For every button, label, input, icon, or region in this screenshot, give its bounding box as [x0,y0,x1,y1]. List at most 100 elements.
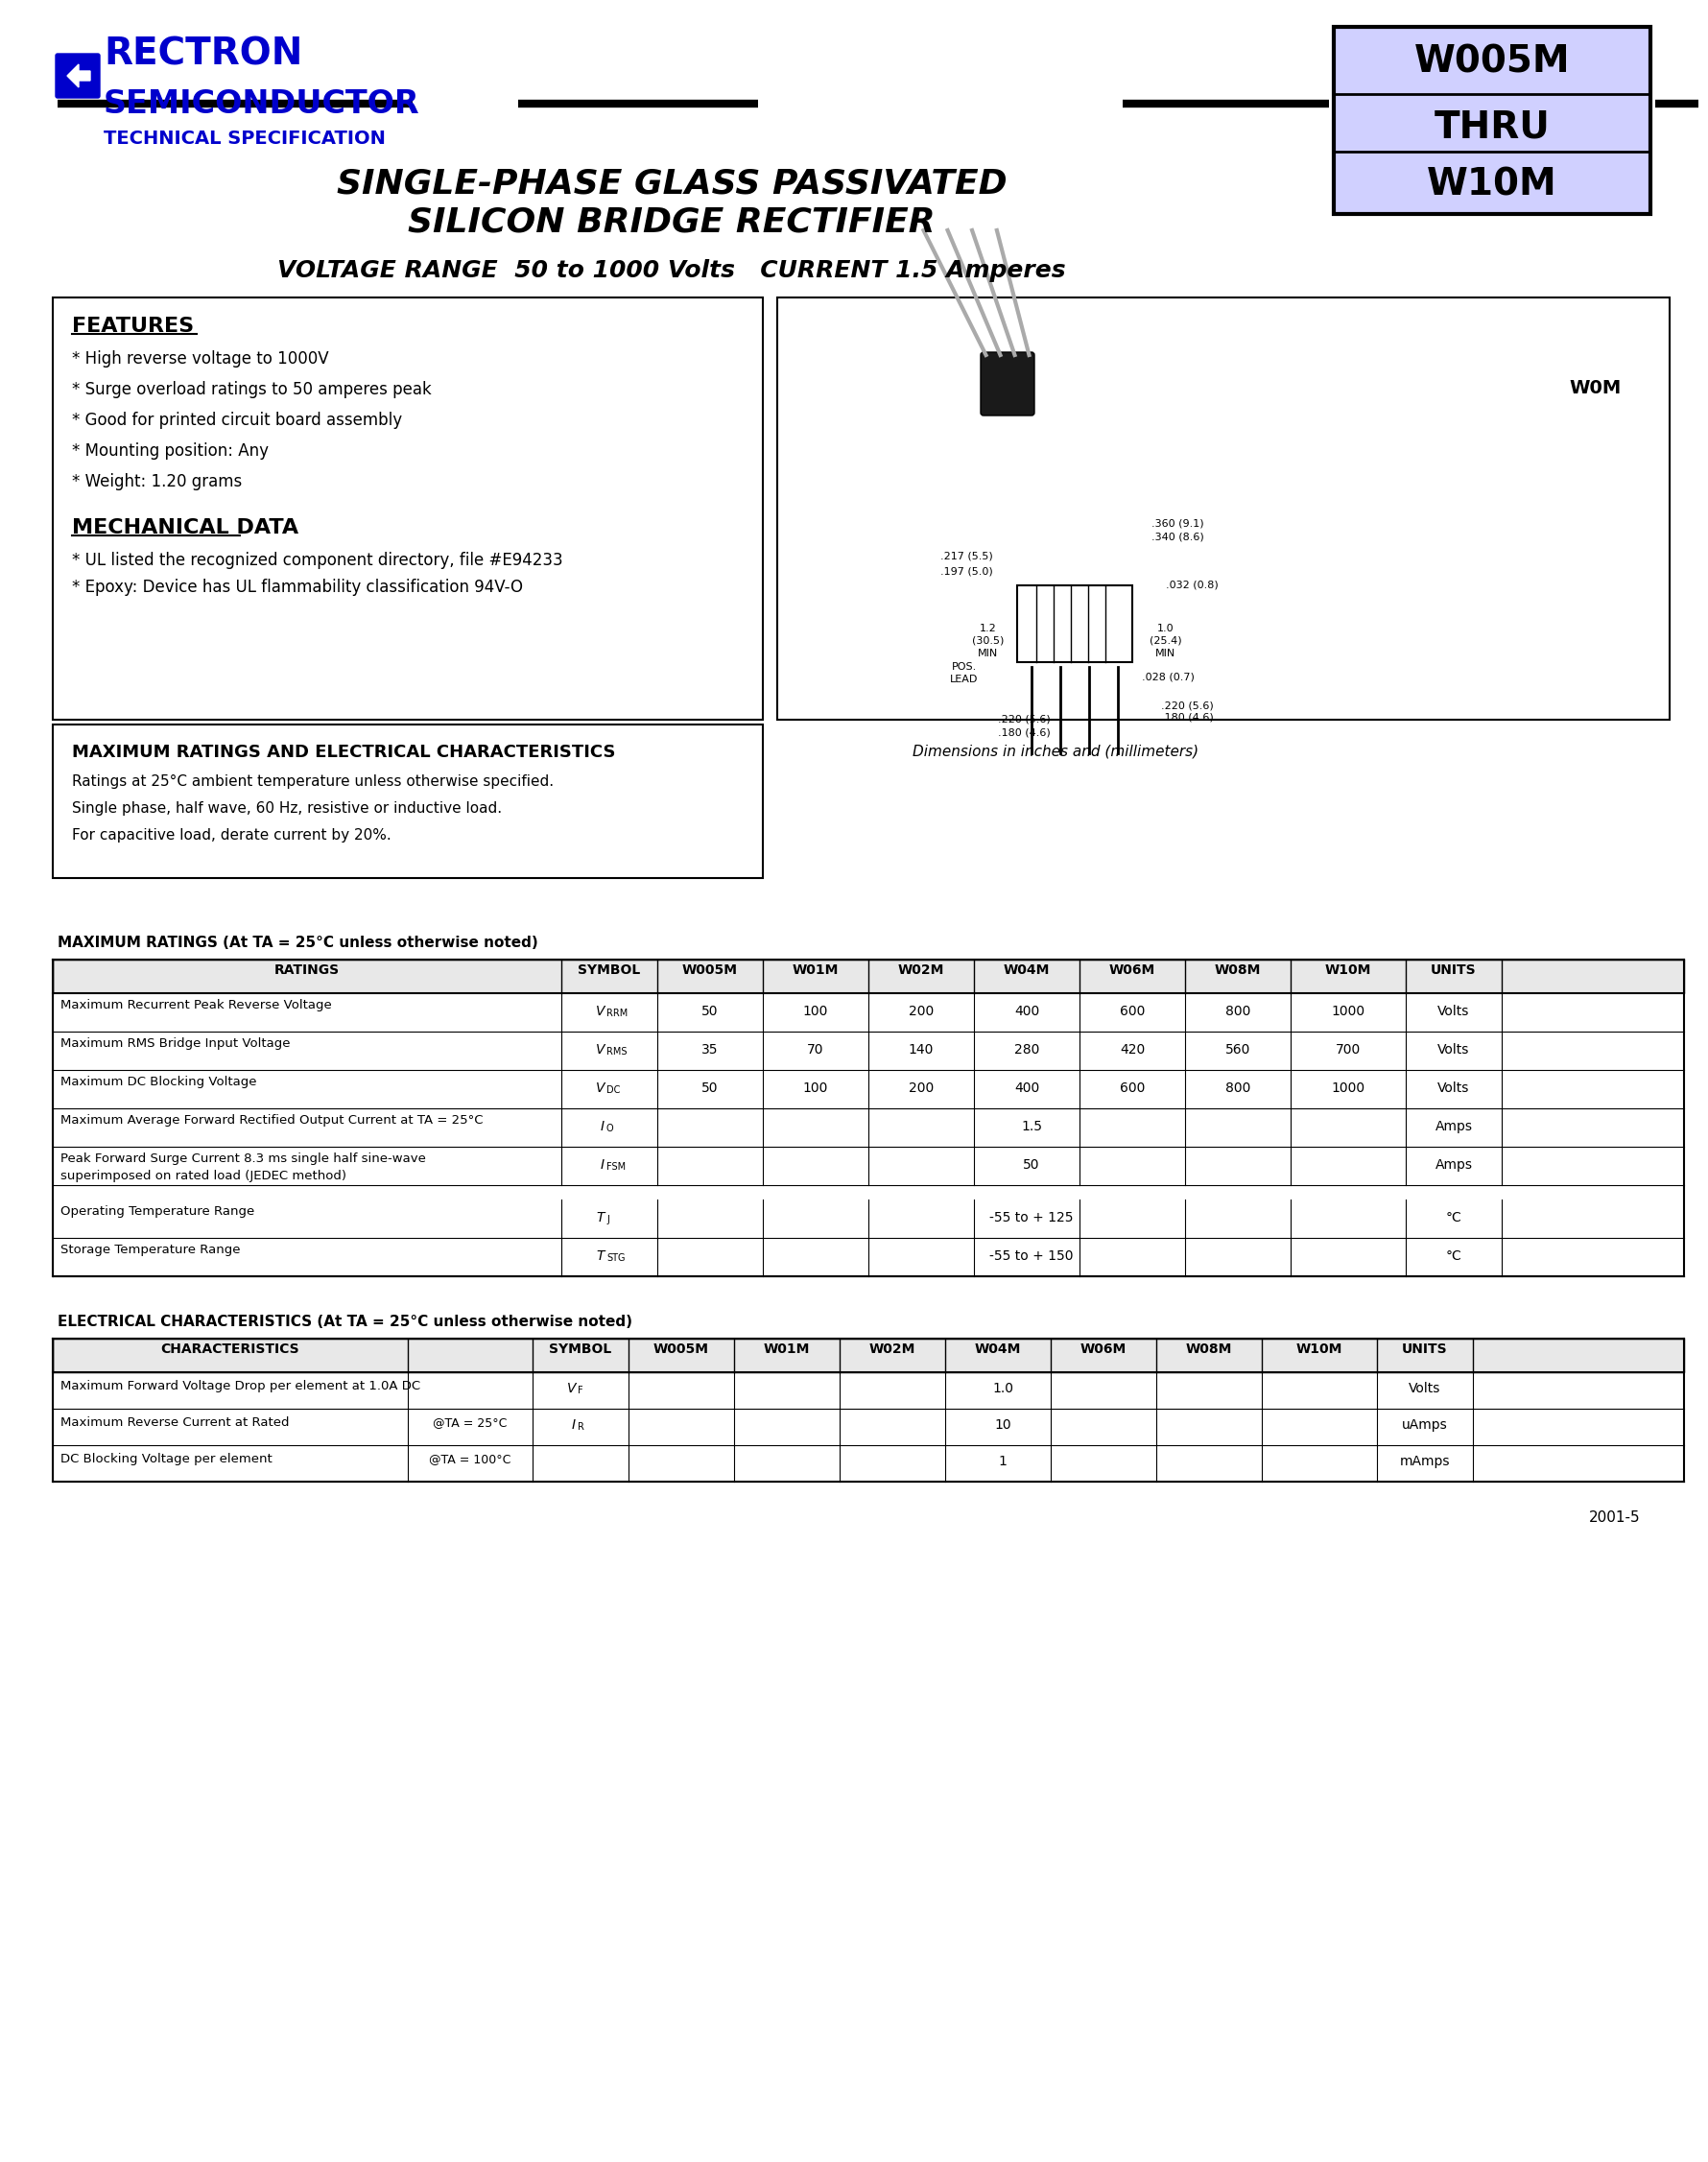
Text: 560: 560 [1225,1042,1250,1057]
Text: F: F [577,1386,582,1394]
Text: RMS: RMS [606,1046,627,1057]
Text: W10M: W10M [1426,166,1556,203]
Text: Maximum Average Forward Rectified Output Current at TA = 25°C: Maximum Average Forward Rectified Output… [60,1113,483,1126]
Text: @TA = 100°C: @TA = 100°C [429,1453,511,1466]
Bar [53,1146,1682,1185]
Text: CHARACTERISTICS: CHARACTERISTICS [161,1343,299,1356]
Text: Volts: Volts [1436,1005,1469,1018]
Bar [53,1031,1682,1070]
Text: (25.4): (25.4) [1149,636,1182,646]
Text: W04M: W04M [1003,964,1049,977]
Text: Ratings at 25°C ambient temperature unless otherwise specified.: Ratings at 25°C ambient temperature unle… [72,774,553,789]
Text: * Epoxy: Device has UL flammability classification 94V-O: * Epoxy: Device has UL flammability clas… [72,579,523,597]
Text: 400: 400 [1013,1005,1038,1018]
Text: W02M: W02M [869,1343,915,1356]
Text: 600: 600 [1119,1081,1144,1094]
Text: .220 (5.6): .220 (5.6) [1160,700,1213,709]
Text: SYMBOL: SYMBOL [548,1343,611,1356]
Text: LEAD: LEAD [950,675,979,683]
Text: Volts: Volts [1436,1042,1469,1057]
Text: I: I [600,1159,605,1172]
Text: 50: 50 [702,1005,717,1018]
Text: Maximum DC Blocking Voltage: Maximum DC Blocking Voltage [60,1077,256,1087]
Text: W005M: W005M [681,964,738,977]
Text: Peak Forward Surge Current 8.3 ms single half sine-wave: Peak Forward Surge Current 8.3 ms single… [60,1152,425,1165]
Text: STG: STG [606,1254,625,1263]
Bar [53,1338,1682,1373]
Text: 35: 35 [702,1042,717,1057]
Text: * UL listed the recognized component directory, file #E94233: * UL listed the recognized component dir… [72,551,562,569]
Text: W08M: W08M [1214,964,1261,977]
Text: W0M: W0M [1568,378,1621,398]
Text: DC Blocking Voltage per element: DC Blocking Voltage per element [60,1453,272,1466]
Text: T: T [596,1211,605,1224]
Bar [53,1200,1682,1239]
Text: .180 (4.6): .180 (4.6) [997,726,1050,737]
Text: .028 (0.7): .028 (0.7) [1141,672,1194,681]
Text: J: J [606,1215,608,1224]
Text: For capacitive load, derate current by 20%.: For capacitive load, derate current by 2… [72,828,391,843]
Text: 1: 1 [997,1455,1006,1468]
Text: W04M: W04M [974,1343,1021,1356]
Text: 1.2: 1.2 [979,625,996,633]
Text: FSM: FSM [606,1163,625,1172]
Text: superimposed on rated load (JEDEC method): superimposed on rated load (JEDEC method… [60,1170,347,1183]
Text: 800: 800 [1225,1081,1250,1094]
Text: @TA = 25°C: @TA = 25°C [432,1416,507,1429]
Bar [53,724,762,878]
Text: .217 (5.5): .217 (5.5) [939,551,992,562]
Text: MAXIMUM RATINGS AND ELECTRICAL CHARACTERISTICS: MAXIMUM RATINGS AND ELECTRICAL CHARACTER… [72,744,615,761]
Text: W06M: W06M [1079,1343,1126,1356]
Text: 100: 100 [803,1081,828,1094]
Text: W005M: W005M [652,1343,709,1356]
Text: 1.0: 1.0 [1156,625,1173,633]
Text: -55 to + 125: -55 to + 125 [989,1211,1073,1224]
Text: Maximum RMS Bridge Input Voltage: Maximum RMS Bridge Input Voltage [60,1038,290,1051]
Text: MAXIMUM RATINGS (At TA = 25°C unless otherwise noted): MAXIMUM RATINGS (At TA = 25°C unless oth… [58,936,538,949]
Text: MIN: MIN [1155,649,1175,657]
Text: °C: °C [1445,1211,1460,1224]
Text: Maximum Forward Voltage Drop per element at 1.0A DC: Maximum Forward Voltage Drop per element… [60,1379,420,1392]
Polygon shape [67,65,91,86]
Bar [53,1109,1682,1146]
Text: Maximum Recurrent Peak Reverse Voltage: Maximum Recurrent Peak Reverse Voltage [60,999,331,1012]
Text: 420: 420 [1119,1042,1144,1057]
Text: .340 (8.6): .340 (8.6) [1151,532,1204,543]
Text: 280: 280 [1013,1042,1038,1057]
Bar [53,992,1682,1031]
Text: O: O [606,1124,613,1133]
Text: Volts: Volts [1436,1081,1469,1094]
Text: FEATURES: FEATURES [72,316,193,335]
Text: W10M: W10M [1295,1343,1342,1356]
Text: Maximum Reverse Current at Rated: Maximum Reverse Current at Rated [60,1416,289,1429]
Text: 100: 100 [803,1005,828,1018]
Text: 600: 600 [1119,1005,1144,1018]
Text: * Surge overload ratings to 50 amperes peak: * Surge overload ratings to 50 amperes p… [72,381,432,398]
Text: W06M: W06M [1108,964,1155,977]
Text: SYMBOL: SYMBOL [577,964,640,977]
Text: UNITS: UNITS [1401,1343,1447,1356]
Text: 50: 50 [1023,1159,1040,1172]
Text: (30.5): (30.5) [972,636,1004,646]
Text: 200: 200 [909,1081,933,1094]
Text: V: V [567,1382,576,1394]
Text: uAmps: uAmps [1401,1418,1447,1431]
Text: ELECTRICAL CHARACTERISTICS (At TA = 25°C unless otherwise noted): ELECTRICAL CHARACTERISTICS (At TA = 25°C… [58,1314,632,1330]
Text: mAmps: mAmps [1399,1455,1450,1468]
Bar [53,1239,1682,1276]
Text: RRM: RRM [606,1007,627,1018]
Text: I: I [572,1418,576,1431]
Bar [1016,586,1132,662]
Text: 2001-5: 2001-5 [1588,1511,1640,1524]
Text: .180 (4.6): .180 (4.6) [1160,713,1213,722]
Text: W10M: W10M [1324,964,1370,977]
Text: W02M: W02M [897,964,945,977]
Text: * High reverse voltage to 1000V: * High reverse voltage to 1000V [72,350,328,368]
Text: 50: 50 [702,1081,717,1094]
Text: UNITS: UNITS [1430,964,1476,977]
Text: TECHNICAL SPECIFICATION: TECHNICAL SPECIFICATION [104,130,386,147]
Text: -55 to + 150: -55 to + 150 [989,1250,1073,1263]
Text: 10: 10 [994,1418,1011,1431]
Text: I: I [600,1120,605,1133]
Text: RECTRON: RECTRON [104,37,302,74]
